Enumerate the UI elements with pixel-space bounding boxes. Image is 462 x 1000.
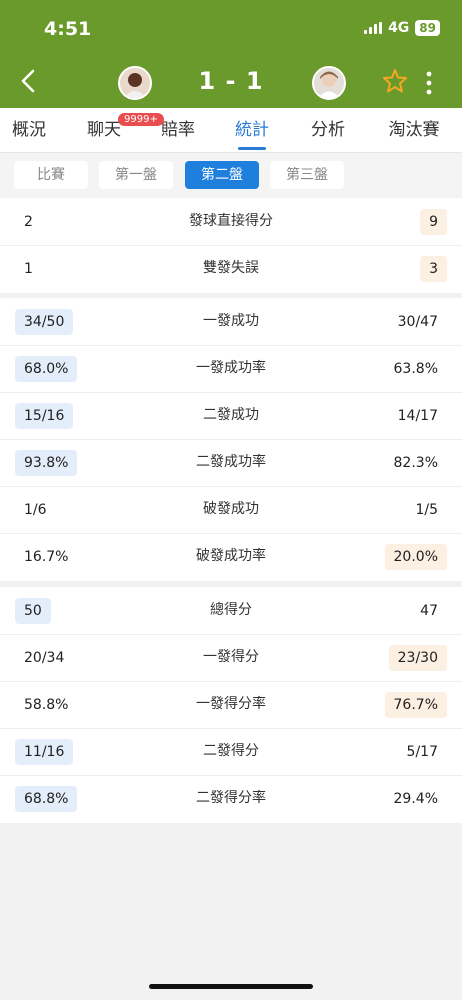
stats-section-points: 50 總得分 47 20/34 一發得分 23/30 58.8% 一發得分率 7…: [0, 587, 462, 823]
stat-row: 34/50 一發成功 30/47: [0, 298, 462, 346]
match-header: 4:51 4G 89 1 - 1: [0, 0, 462, 108]
stat-label: 一發得分率: [196, 696, 266, 712]
tab-stats[interactable]: 統計: [228, 108, 276, 152]
stat-label: 二發成功率: [196, 454, 266, 470]
stat-left-value: 15/16: [15, 403, 74, 429]
active-tab-indicator: [238, 147, 266, 150]
stat-right-value: 23/30: [388, 645, 447, 671]
stat-label: 一發成功: [203, 313, 259, 329]
stat-left-value: 68.0%: [15, 356, 78, 382]
home-indicator[interactable]: [149, 984, 313, 989]
stat-row: 68.0% 一發成功率 63.8%: [0, 345, 462, 393]
stats-section-serve-success: 34/50 一發成功 30/47 68.0% 一發成功率 63.8% 15/16…: [0, 298, 462, 581]
stat-row: 68.8% 二發得分率 29.4%: [0, 775, 462, 822]
stat-right-value: 30/47: [397, 314, 438, 330]
stat-right-value: 1/5: [415, 502, 438, 518]
signal-icon: [364, 22, 383, 34]
stat-left-value: 93.8%: [15, 450, 78, 476]
stat-left-value: 1/6: [24, 502, 47, 518]
stat-right-value: 20.0%: [384, 544, 447, 570]
stat-right-value: 47: [420, 603, 438, 619]
stat-row: 15/16 二發成功 14/17: [0, 392, 462, 440]
stat-left-value: 58.8%: [24, 697, 69, 713]
stat-left-value: 34/50: [15, 309, 74, 335]
stat-left-value: 11/16: [15, 739, 74, 765]
player-avatar-icon: [314, 68, 344, 98]
stat-right-value: 3: [420, 256, 447, 282]
stat-label: 一發成功率: [196, 360, 266, 376]
stat-label: 二發得分: [203, 743, 259, 759]
stat-right-value: 82.3%: [393, 455, 438, 471]
stat-row: 2 發球直接得分 9: [0, 198, 462, 246]
tab-knockout[interactable]: 淘汰賽: [388, 120, 440, 140]
stat-row: 1/6 破發成功 1/5: [0, 486, 462, 534]
player-avatar-icon: [120, 68, 150, 98]
network-label: 4G: [388, 20, 410, 36]
set-selector: 比賽 第一盤 第二盤 第三盤: [0, 153, 462, 197]
tab-chat[interactable]: 聊天: [87, 120, 121, 140]
status-time: 4:51: [44, 18, 92, 40]
stat-row: 20/34 一發得分 23/30: [0, 634, 462, 682]
stat-label: 總得分: [210, 602, 252, 618]
stat-row: 16.7% 破發成功率 20.0%: [0, 533, 462, 580]
stat-right-value: 14/17: [397, 408, 438, 424]
player-right-avatar[interactable]: [312, 66, 346, 100]
favorite-star-icon[interactable]: [382, 68, 408, 94]
stat-row: 1 雙發失誤 3: [0, 245, 462, 292]
stat-right-value: 9: [420, 209, 447, 235]
subtab-set-3[interactable]: 第三盤: [270, 161, 344, 189]
player-left-avatar[interactable]: [118, 66, 152, 100]
battery-icon: 89: [415, 20, 440, 36]
subtab-match[interactable]: 比賽: [14, 161, 88, 189]
more-options-icon[interactable]: [422, 70, 436, 96]
stat-left-value: 50: [15, 598, 51, 624]
stat-left-value: 1: [24, 261, 33, 277]
tab-analysis[interactable]: 分析: [311, 120, 345, 140]
stat-left-value: 16.7%: [24, 549, 69, 565]
stat-left-value: 68.8%: [15, 786, 78, 812]
back-arrow-icon[interactable]: [18, 68, 40, 94]
chat-unread-badge: 9999+: [118, 113, 164, 126]
stat-right-value: 29.4%: [393, 791, 438, 807]
stat-right-value: 63.8%: [393, 361, 438, 377]
main-tabs: 概況 聊天 賠率 統計 分析 淘汰賽: [0, 108, 462, 153]
stat-left-value: 2: [24, 214, 33, 230]
status-indicators: 4G 89: [364, 20, 440, 36]
stat-label: 發球直接得分: [189, 213, 273, 229]
tab-overview[interactable]: 概況: [12, 120, 46, 140]
stat-row: 50 總得分 47: [0, 587, 462, 635]
stats-section-serve-basic: 2 發球直接得分 9 1 雙發失誤 3: [0, 198, 462, 293]
stat-right-value: 5/17: [406, 744, 438, 760]
stat-label: 雙發失誤: [203, 260, 259, 276]
stat-row: 11/16 二發得分 5/17: [0, 728, 462, 776]
stat-label: 破發成功率: [196, 548, 266, 564]
subtab-set-2[interactable]: 第二盤: [185, 161, 259, 189]
tab-odds[interactable]: 賠率: [161, 120, 195, 140]
subtab-set-1[interactable]: 第一盤: [99, 161, 173, 189]
stat-right-value: 76.7%: [384, 692, 447, 718]
stat-label: 破發成功: [203, 501, 259, 517]
stat-left-value: 20/34: [24, 650, 65, 666]
stat-row: 58.8% 一發得分率 76.7%: [0, 681, 462, 729]
stat-label: 一發得分: [203, 649, 259, 665]
stat-label: 二發成功: [203, 407, 259, 423]
stat-row: 93.8% 二發成功率 82.3%: [0, 439, 462, 487]
match-score: 1 - 1: [198, 67, 264, 95]
stat-label: 二發得分率: [196, 790, 266, 806]
